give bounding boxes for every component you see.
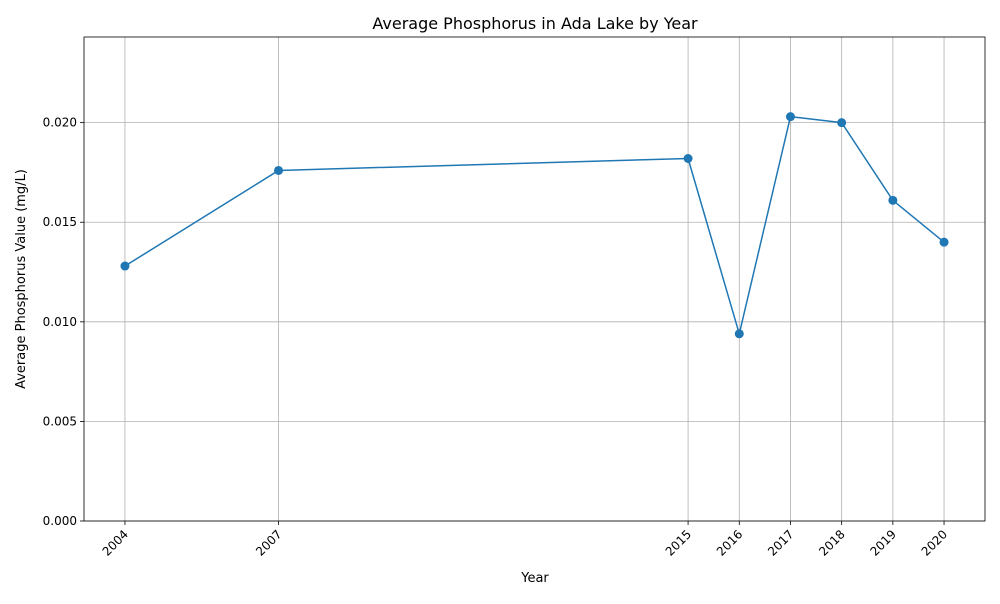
data-point-2015: [683, 153, 693, 163]
series: [120, 112, 949, 339]
y-tick-label: 0.010: [43, 315, 77, 329]
data-point-2016: [734, 329, 744, 339]
y-tick-label: 0.015: [43, 215, 77, 229]
plot-frame: [83, 36, 986, 522]
y-tick-label: 0.020: [43, 116, 77, 130]
data-point-2017: [785, 112, 795, 122]
y-tick-label: 0.000: [43, 514, 77, 528]
data-point-2007: [274, 165, 284, 175]
data-point-2020: [939, 237, 949, 247]
y-tick-label: 0.005: [43, 414, 77, 428]
x-axis-label: Year: [520, 571, 549, 586]
series-line: [124, 115, 945, 335]
data-point-2004: [120, 261, 130, 271]
y-axis-label: Average Phosphorus Value (mg/L): [14, 169, 29, 389]
data-point-2019: [888, 195, 898, 205]
axes: [83, 36, 986, 522]
chart-title: Average Phosphorus in Ada Lake by Year: [372, 14, 698, 33]
data-point-2018: [837, 118, 847, 128]
